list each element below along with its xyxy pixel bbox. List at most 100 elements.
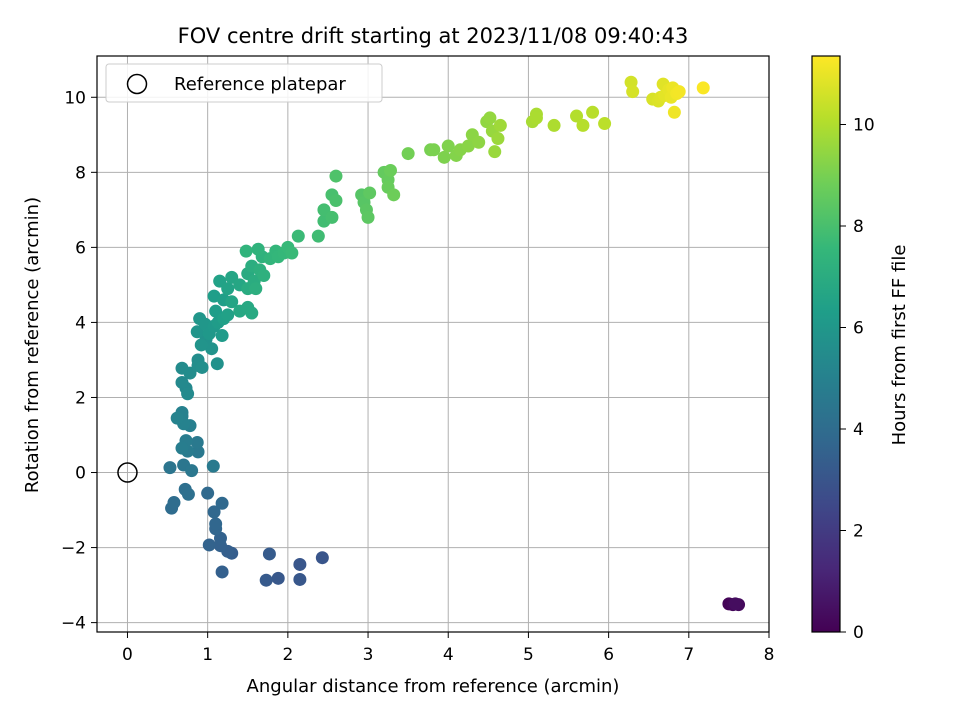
x-tick-label: 6 — [603, 645, 614, 665]
data-point — [570, 109, 584, 123]
x-tick-label: 1 — [202, 645, 213, 665]
chart-title: FOV centre drift starting at 2023/11/08 … — [178, 24, 689, 48]
data-point — [361, 210, 375, 224]
data-point — [195, 360, 209, 374]
data-point — [175, 375, 189, 389]
legend-box — [105, 63, 383, 103]
data-point — [181, 387, 195, 401]
data-point — [257, 269, 271, 283]
data-point — [315, 551, 329, 565]
data-point — [262, 547, 276, 561]
data-point — [491, 132, 505, 146]
data-point — [437, 150, 451, 164]
y-axis-label: Rotation from reference (arcmin) — [22, 197, 43, 493]
data-point — [626, 85, 640, 99]
scatter-points — [163, 75, 746, 612]
data-point — [311, 229, 325, 243]
data-point — [175, 441, 189, 455]
data-point — [245, 306, 259, 320]
data-point — [383, 163, 397, 177]
data-point — [427, 143, 441, 157]
legend-open-circle-icon — [126, 73, 148, 95]
colorbar-tick-label: 6 — [853, 319, 864, 339]
data-point — [185, 464, 199, 478]
data-point — [576, 118, 590, 132]
data-point — [194, 338, 208, 352]
data-point — [249, 282, 263, 296]
data-point — [598, 117, 612, 131]
y-tick-label: 4 — [75, 313, 86, 333]
data-point — [206, 459, 220, 473]
x-tick-label: 7 — [683, 645, 694, 665]
data-point — [201, 486, 215, 500]
x-axis-label: Angular distance from reference (arcmin) — [247, 676, 620, 697]
x-tick-label: 8 — [764, 645, 775, 665]
data-point — [696, 81, 710, 95]
data-point — [329, 193, 343, 207]
data-point — [207, 505, 221, 519]
data-point — [181, 487, 195, 501]
x-tick-label: 4 — [443, 645, 454, 665]
colorbar-tick-label: 10 — [853, 116, 875, 136]
data-point — [461, 139, 475, 153]
x-tick-label: 0 — [122, 645, 133, 665]
colorbar-tick-label: 8 — [853, 217, 864, 237]
y-tick-label: −2 — [61, 539, 86, 559]
x-tick-label: 2 — [282, 645, 293, 665]
y-tick-label: 8 — [75, 163, 86, 183]
x-tick-label: 3 — [363, 645, 374, 665]
data-point — [363, 186, 377, 200]
x-axis-ticks: 0 1 2 3 4 5 6 7 8 — [122, 632, 774, 665]
data-point — [667, 105, 681, 119]
colorbar-label: Hours from first FF file — [889, 245, 910, 446]
data-point — [251, 242, 265, 256]
data-point — [488, 145, 502, 159]
data-point — [215, 329, 229, 343]
data-point — [205, 342, 219, 356]
data-point — [225, 295, 239, 309]
colorbar — [811, 55, 841, 633]
data-point — [210, 357, 224, 371]
data-point — [209, 517, 223, 531]
data-point — [221, 282, 235, 296]
y-axis-ticks: −4 −2 0 2 4 6 8 10 — [61, 88, 97, 634]
data-point — [728, 597, 742, 611]
data-point — [285, 246, 299, 260]
data-point — [190, 436, 204, 450]
data-point — [401, 147, 415, 161]
colorbar-tick-label: 2 — [853, 522, 864, 542]
data-point — [293, 572, 307, 586]
legend: Reference platepar — [105, 63, 383, 103]
data-point — [329, 169, 343, 183]
data-point — [271, 571, 285, 585]
colorbar-tick-label: 0 — [853, 623, 864, 643]
data-point — [239, 244, 253, 258]
y-tick-label: 10 — [64, 88, 86, 108]
data-point — [529, 111, 543, 125]
data-point — [586, 105, 600, 119]
data-point — [493, 118, 507, 132]
colorbar-ticks: 0 2 4 6 8 10 — [840, 116, 875, 643]
data-point — [221, 308, 235, 322]
legend-entry-reference-platepar: Reference platepar — [174, 74, 346, 95]
x-tick-label: 5 — [523, 645, 534, 665]
data-point — [483, 111, 497, 125]
data-point — [293, 557, 307, 571]
y-tick-label: −4 — [61, 614, 86, 634]
data-point — [167, 496, 181, 510]
colorbar-tick-label: 4 — [853, 420, 864, 440]
data-point — [259, 573, 273, 587]
data-point — [472, 135, 486, 149]
data-point — [547, 118, 561, 132]
data-point — [325, 210, 339, 224]
data-point — [215, 496, 229, 510]
data-point — [191, 445, 205, 459]
data-point — [215, 565, 229, 579]
data-point — [170, 411, 184, 425]
y-tick-label: 6 — [75, 238, 86, 258]
reference-platepar-marker — [117, 462, 138, 483]
data-point — [202, 538, 216, 552]
y-tick-label: 2 — [75, 388, 86, 408]
plot-frame — [96, 55, 770, 633]
